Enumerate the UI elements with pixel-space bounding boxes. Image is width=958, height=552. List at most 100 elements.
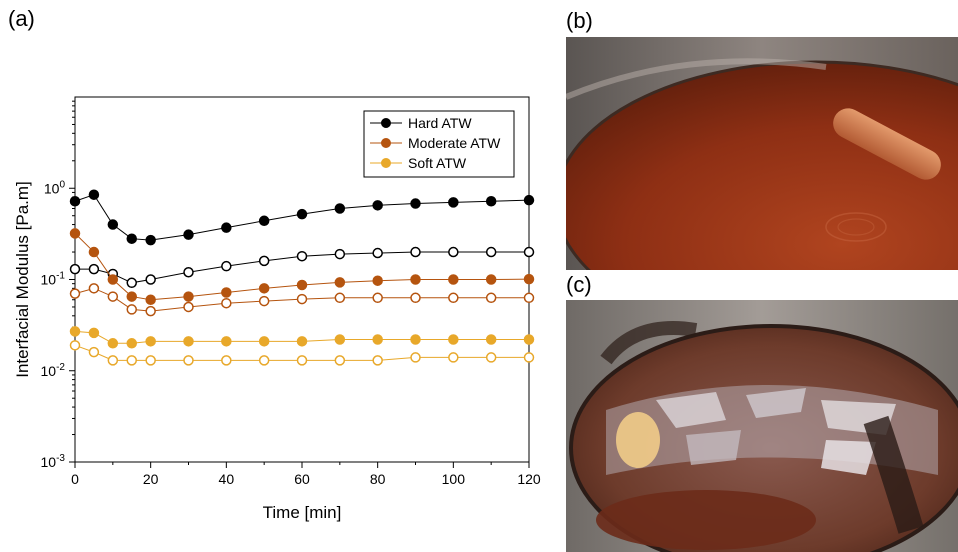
data-point-hard-filled <box>183 229 194 240</box>
data-point-hard-filled <box>221 222 232 233</box>
data-point-hard-open <box>221 260 232 272</box>
data-point-moderate-filled <box>183 291 194 302</box>
photo-b-orange-liquid <box>566 37 958 270</box>
legend-label-hard: Hard ATW <box>408 115 472 131</box>
data-point-hard-filled <box>523 194 535 206</box>
data-point-soft-filled <box>372 334 383 345</box>
data-point-moderate-open <box>410 292 421 304</box>
data-point-moderate-filled <box>221 287 232 298</box>
data-point-hard-filled <box>258 215 270 227</box>
data-point-hard-open <box>145 274 156 285</box>
data-point-moderate-open <box>372 292 383 304</box>
data-point-soft-open <box>107 355 119 366</box>
data-point-soft-open <box>126 355 137 366</box>
data-point-hard-filled <box>69 196 81 207</box>
data-point-moderate-open <box>296 293 308 305</box>
data-point-soft-open <box>69 340 81 351</box>
data-point-soft-open <box>183 355 194 366</box>
x-tick-label: 40 <box>219 471 235 487</box>
x-tick-label: 20 <box>143 471 159 487</box>
data-point-moderate-filled <box>258 283 270 294</box>
data-point-moderate-open <box>448 292 459 304</box>
data-point-soft-filled <box>258 336 270 347</box>
data-point-moderate-open <box>485 292 497 304</box>
data-point-soft-filled <box>296 336 308 347</box>
data-point-hard-filled <box>448 197 459 208</box>
panel-label-b: (b) <box>566 8 593 33</box>
data-point-hard-filled <box>145 234 156 246</box>
y-tick-label: 10-2 <box>41 362 66 379</box>
data-point-soft-open <box>88 346 100 358</box>
data-point-hard-open <box>485 246 497 258</box>
data-point-soft-filled <box>448 334 459 345</box>
data-point-hard-open <box>296 250 308 262</box>
data-point-moderate-filled <box>372 275 383 286</box>
y-tick-label: 10-3 <box>41 453 66 470</box>
data-point-moderate-filled <box>126 291 137 302</box>
data-point-soft-open <box>448 352 459 363</box>
data-point-moderate-filled <box>334 277 346 288</box>
y-tick-label: 100 <box>44 179 66 196</box>
legend-marker-hard <box>381 118 391 128</box>
data-point-moderate-filled <box>410 274 421 285</box>
data-point-soft-filled <box>183 336 194 347</box>
data-point-soft-open <box>523 352 535 363</box>
x-tick-label: 80 <box>370 471 386 487</box>
data-point-soft-open <box>410 352 421 363</box>
data-point-soft-open <box>258 355 270 366</box>
data-point-hard-filled <box>410 198 421 209</box>
data-point-soft-filled <box>410 334 421 345</box>
data-point-soft-filled <box>523 334 535 345</box>
data-point-moderate-open <box>221 297 232 309</box>
data-point-hard-open <box>372 247 383 259</box>
data-point-hard-filled <box>126 233 137 244</box>
legend-label-moderate: Moderate ATW <box>408 135 501 151</box>
data-point-soft-filled <box>69 326 81 337</box>
data-point-moderate-filled <box>69 228 81 239</box>
x-axis-label: Time [min] <box>263 503 342 522</box>
data-point-moderate-filled <box>88 246 100 258</box>
data-point-hard-filled <box>296 208 308 220</box>
data-point-moderate-open <box>334 292 346 304</box>
data-point-hard-filled <box>107 219 119 230</box>
data-point-hard-open <box>183 267 194 278</box>
panel-label-a: (a) <box>8 6 35 31</box>
data-point-hard-open <box>258 255 270 267</box>
data-point-soft-filled <box>334 334 346 345</box>
data-point-soft-filled <box>107 338 119 349</box>
x-tick-label: 100 <box>442 471 466 487</box>
data-point-moderate-filled <box>296 279 308 291</box>
data-point-moderate-open <box>69 288 81 299</box>
data-point-moderate-filled <box>523 273 535 285</box>
data-point-soft-open <box>221 355 232 366</box>
data-point-hard-filled <box>88 189 100 200</box>
data-point-moderate-filled <box>145 294 156 305</box>
data-point-hard-open <box>523 246 535 258</box>
data-point-soft-open <box>334 355 346 366</box>
data-point-hard-filled <box>334 203 346 214</box>
data-point-moderate-open <box>183 301 194 313</box>
data-point-hard-open <box>88 263 100 275</box>
data-point-moderate-open <box>523 292 535 304</box>
data-point-moderate-filled <box>448 274 459 285</box>
x-tick-label: 60 <box>294 471 310 487</box>
data-point-moderate-open <box>145 305 156 317</box>
data-point-moderate-filled <box>107 274 119 285</box>
data-point-hard-filled <box>485 196 497 207</box>
data-point-soft-filled <box>145 336 156 347</box>
data-point-moderate-open <box>107 291 119 302</box>
data-point-hard-open <box>69 263 81 275</box>
data-point-hard-open <box>334 248 346 260</box>
data-point-soft-open <box>485 352 497 363</box>
data-point-soft-open <box>145 355 156 366</box>
y-axis-label: Interfacial Modulus [Pa.m] <box>13 181 32 378</box>
legend-marker-moderate <box>381 138 391 148</box>
data-point-soft-filled <box>485 334 497 345</box>
x-tick-label: 120 <box>517 471 541 487</box>
data-point-moderate-open <box>258 295 270 307</box>
data-point-moderate-filled <box>485 274 497 285</box>
data-point-soft-open <box>372 355 383 366</box>
data-point-moderate-open <box>126 304 137 315</box>
data-point-soft-open <box>296 355 308 366</box>
interfacial-modulus-chart: 0 20 40 60 80 100 120 10-3 10-2 10-1 100 Time [min]… <box>13 96 541 522</box>
